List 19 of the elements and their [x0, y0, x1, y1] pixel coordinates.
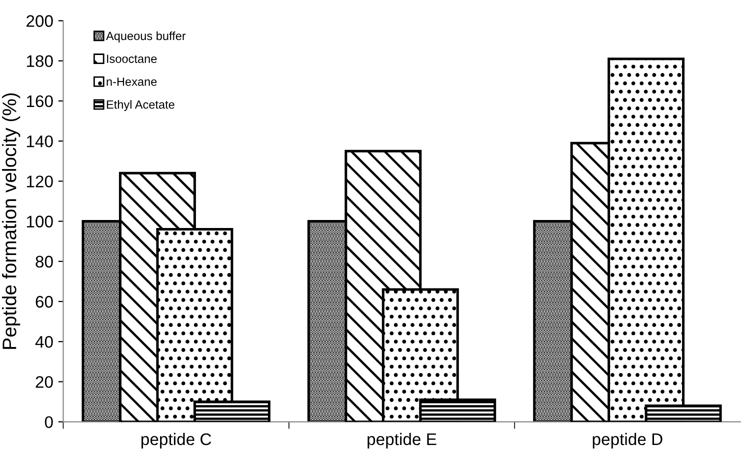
y-tick-label: 80: [36, 256, 53, 268]
y-tick-label: 140: [26, 135, 53, 148]
x-tick-label: peptide C: [141, 432, 212, 448]
y-tick-label: 160: [26, 95, 53, 108]
x-tick-label: peptide D: [592, 432, 662, 448]
y-axis-title: Peptide formation velocity (%): [2, 93, 20, 349]
y-tick-label: 40: [35, 336, 53, 348]
legend-label: n-Hexane: [106, 78, 157, 86]
x-tick-label: peptide E: [368, 432, 436, 448]
y-tick-label: 60: [36, 296, 53, 308]
y-tick-label: 180: [26, 55, 53, 68]
y-tick-label: 100: [26, 216, 53, 228]
y-tick-label: 120: [26, 176, 53, 188]
legend-label: Isooctane: [107, 54, 157, 63]
legend-label: Ethyl Acetate: [106, 100, 174, 112]
legend-label: Aqueous buffer: [106, 31, 186, 42]
y-tick-label: 20: [36, 376, 53, 388]
y-tick-label: 0: [44, 416, 53, 428]
y-tick-label: 200: [26, 15, 53, 27]
